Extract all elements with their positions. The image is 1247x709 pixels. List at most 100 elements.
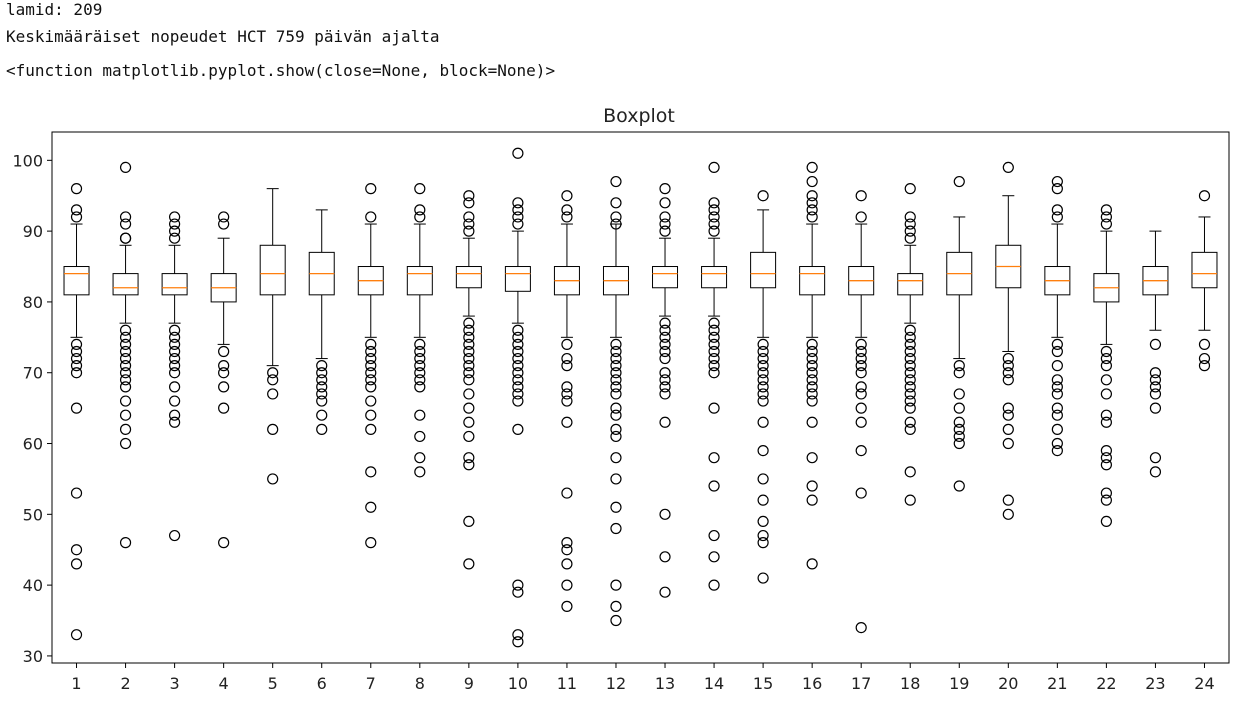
flier-point bbox=[855, 338, 867, 350]
flier-point bbox=[365, 338, 377, 350]
flier-point bbox=[70, 360, 83, 372]
flier-point bbox=[1051, 381, 1063, 393]
flier-point bbox=[218, 402, 230, 414]
flier-point bbox=[1051, 437, 1063, 450]
flier-point bbox=[610, 360, 622, 372]
flier-point bbox=[953, 437, 965, 450]
flier-point bbox=[1002, 161, 1014, 173]
flier-point bbox=[953, 480, 965, 492]
flier-point bbox=[1051, 360, 1063, 372]
flier-point bbox=[1002, 423, 1014, 435]
flier-point bbox=[218, 367, 230, 379]
x-tick-label: 4 bbox=[219, 674, 229, 693]
flier-point bbox=[561, 190, 573, 202]
flier-point bbox=[561, 487, 573, 499]
flier-point bbox=[904, 416, 916, 428]
flier-point bbox=[169, 416, 181, 428]
flier-point bbox=[757, 360, 769, 372]
flier-point bbox=[119, 338, 132, 350]
flier-point bbox=[904, 367, 916, 379]
flier-point bbox=[267, 367, 279, 379]
flier-point bbox=[512, 197, 524, 209]
flier-point bbox=[1051, 409, 1063, 421]
flier-point bbox=[708, 452, 720, 464]
flier-point bbox=[757, 388, 769, 400]
flier-point bbox=[806, 161, 818, 173]
flier-point bbox=[512, 211, 524, 223]
flier-point bbox=[708, 331, 720, 343]
flier-point bbox=[659, 374, 671, 386]
x-tick-label: 24 bbox=[1194, 674, 1214, 693]
flier-point bbox=[463, 515, 475, 528]
flier-point bbox=[708, 161, 720, 173]
flier-point bbox=[316, 388, 328, 400]
flier-point bbox=[806, 175, 818, 188]
flier-point bbox=[169, 232, 181, 244]
flier-point bbox=[1002, 352, 1014, 365]
flier-point bbox=[365, 360, 377, 372]
flier-point bbox=[1051, 175, 1063, 188]
flier-point bbox=[70, 402, 83, 414]
flier-point bbox=[757, 494, 769, 506]
flier-point bbox=[267, 374, 279, 386]
x-tick-label: 22 bbox=[1096, 674, 1116, 693]
flier-point bbox=[806, 352, 818, 365]
x-tick-label: 5 bbox=[268, 674, 278, 693]
flier-point bbox=[169, 409, 181, 421]
flier-point bbox=[561, 381, 573, 393]
flier-point bbox=[708, 324, 720, 336]
flier-point bbox=[316, 360, 328, 372]
flier-point bbox=[659, 183, 671, 195]
flier-point bbox=[757, 352, 769, 365]
output-line-id: lamid: 209 bbox=[6, 0, 103, 19]
flier-point bbox=[218, 218, 230, 230]
flier-point bbox=[169, 529, 181, 542]
flier-point bbox=[806, 395, 818, 407]
flier-point bbox=[561, 388, 573, 400]
x-tick-label: 12 bbox=[606, 674, 626, 693]
flier-point bbox=[1100, 459, 1112, 471]
flier-point bbox=[463, 430, 475, 443]
flier-point bbox=[1002, 360, 1014, 372]
flier-point bbox=[365, 352, 377, 365]
flier-point bbox=[1051, 423, 1063, 435]
flier-point bbox=[610, 345, 622, 358]
flier-point bbox=[806, 367, 818, 379]
flier-point bbox=[119, 161, 132, 173]
flier-point bbox=[708, 225, 720, 237]
flier-point bbox=[855, 402, 867, 414]
flier-point bbox=[757, 374, 769, 386]
flier-point bbox=[512, 147, 524, 159]
flier-point bbox=[1100, 360, 1112, 372]
flier-point bbox=[659, 218, 671, 230]
x-tick-label: 23 bbox=[1145, 674, 1165, 693]
flier-point bbox=[119, 345, 132, 358]
flier-point bbox=[659, 388, 671, 400]
flier-point bbox=[1051, 445, 1063, 457]
box-iqr bbox=[652, 266, 679, 289]
flier-point bbox=[365, 466, 377, 478]
flier-point bbox=[1100, 374, 1112, 386]
flier-point bbox=[70, 183, 83, 195]
flier-point bbox=[119, 423, 132, 435]
flier-point bbox=[1002, 409, 1014, 421]
flier-point bbox=[708, 204, 720, 216]
flier-point bbox=[512, 423, 524, 435]
flier-point bbox=[512, 374, 524, 386]
flier-point bbox=[414, 338, 426, 350]
flier-point bbox=[1002, 508, 1014, 520]
flier-point bbox=[806, 204, 818, 216]
flier-point bbox=[610, 522, 622, 535]
flier-point bbox=[855, 416, 867, 428]
flier-point bbox=[904, 183, 916, 195]
x-tick-label: 3 bbox=[170, 674, 180, 693]
flier-point bbox=[414, 211, 426, 223]
flier-point bbox=[267, 423, 279, 435]
flier-point bbox=[610, 374, 622, 386]
flier-point bbox=[904, 352, 916, 365]
x-tick-label: 9 bbox=[464, 674, 474, 693]
flier-point bbox=[610, 501, 622, 513]
flier-point bbox=[953, 423, 965, 435]
flier-point bbox=[561, 338, 573, 350]
flier-point bbox=[561, 352, 573, 365]
